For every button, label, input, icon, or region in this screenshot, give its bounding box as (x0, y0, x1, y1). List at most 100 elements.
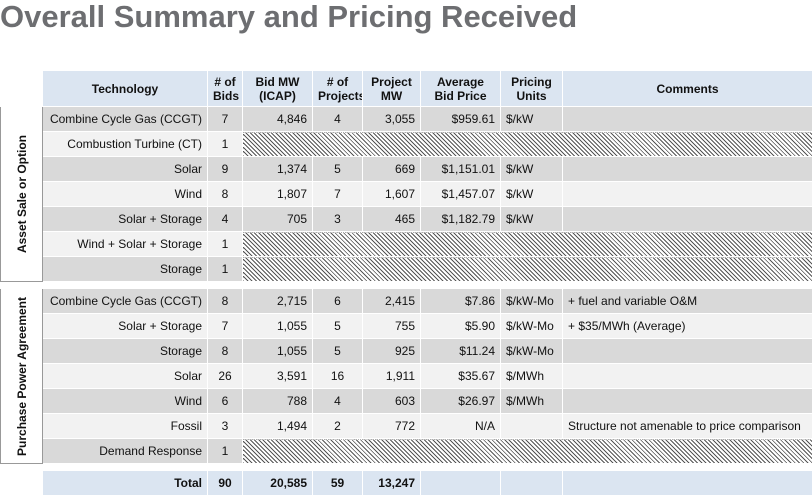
projects-cell: 6 (313, 289, 363, 314)
units-cell: $/kW (501, 207, 563, 232)
total-project-mw-cell: 13,247 (363, 471, 421, 496)
column-header: Bid MW (ICAP) (243, 71, 313, 107)
bids-cell: 8 (208, 182, 243, 207)
project-mw-cell: 1,911 (363, 364, 421, 389)
bid-mw-cell: 1,055 (243, 314, 313, 339)
project-mw-cell: 925 (363, 339, 421, 364)
units-cell: $/kW (501, 157, 563, 182)
price-cell: $1,151.01 (421, 157, 501, 182)
column-header: # of Projects (313, 71, 363, 107)
bids-cell: 6 (208, 389, 243, 414)
spacer-cell (1, 282, 812, 289)
technology-cell: Storage (43, 257, 208, 282)
projects-cell: 3 (313, 207, 363, 232)
total-technology-cell: Total (43, 471, 208, 496)
corner-cell (1, 71, 43, 107)
comment-cell: + fuel and variable O&M (563, 289, 812, 314)
price-cell: $7.86 (421, 289, 501, 314)
bids-cell: 7 (208, 107, 243, 132)
technology-cell: Solar + Storage (43, 314, 208, 339)
units-cell: $/kW-Mo (501, 314, 563, 339)
projects-cell: 4 (313, 107, 363, 132)
comment-cell (563, 339, 812, 364)
comment-cell (563, 107, 812, 132)
total-bid-mw-cell: 20,585 (243, 471, 313, 496)
projects-cell: 5 (313, 339, 363, 364)
total-units-cell (501, 471, 563, 496)
table-row: Combustion Turbine (CT)1 (1, 132, 812, 157)
units-cell: $/kW-Mo (501, 339, 563, 364)
total-comment-cell (563, 471, 812, 496)
technology-cell: Combine Cycle Gas (CCGT) (43, 107, 208, 132)
column-header: Project MW (363, 71, 421, 107)
bid-mw-cell: 1,374 (243, 157, 313, 182)
price-cell: $959.61 (421, 107, 501, 132)
bids-cell: 1 (208, 232, 243, 257)
projects-cell: 16 (313, 364, 363, 389)
project-mw-cell: 465 (363, 207, 421, 232)
bid-mw-cell: 1,055 (243, 339, 313, 364)
units-cell: $/MWh (501, 364, 563, 389)
hatched-cell (243, 439, 812, 464)
projects-cell: 5 (313, 314, 363, 339)
column-header: Pricing Units (501, 71, 563, 107)
projects-cell: 4 (313, 389, 363, 414)
bid-mw-cell: 788 (243, 389, 313, 414)
spacer-row (1, 464, 812, 471)
bids-cell: 7 (208, 314, 243, 339)
price-cell: $5.90 (421, 314, 501, 339)
comment-cell (563, 207, 812, 232)
total-bids-cell: 90 (208, 471, 243, 496)
technology-cell: Solar + Storage (43, 207, 208, 232)
project-mw-cell: 3,055 (363, 107, 421, 132)
units-cell: $/kW-Mo (501, 289, 563, 314)
units-cell: $/MWh (501, 389, 563, 414)
comment-cell: Structure not amenable to price comparis… (563, 414, 812, 439)
technology-cell: Wind (43, 389, 208, 414)
price-cell: $1,182.79 (421, 207, 501, 232)
projects-cell: 5 (313, 157, 363, 182)
hatched-cell (243, 232, 812, 257)
price-cell: N/A (421, 414, 501, 439)
bids-cell: 4 (208, 207, 243, 232)
page-title: Overall Summary and Pricing Received (0, 0, 577, 36)
group-cell: Asset Sale or Option (1, 107, 43, 282)
project-mw-cell: 772 (363, 414, 421, 439)
bids-cell: 3 (208, 414, 243, 439)
group-label: Purchase Power Agreement (15, 297, 29, 456)
column-header: # of Bids (208, 71, 243, 107)
spacer-row (1, 282, 812, 289)
hatched-cell (243, 257, 812, 282)
technology-cell: Wind + Solar + Storage (43, 232, 208, 257)
bid-mw-cell: 1,807 (243, 182, 313, 207)
bid-mw-cell: 3,591 (243, 364, 313, 389)
project-mw-cell: 2,415 (363, 289, 421, 314)
bid-mw-cell: 2,715 (243, 289, 313, 314)
technology-cell: Demand Response (43, 439, 208, 464)
comment-cell (563, 182, 812, 207)
projects-cell: 2 (313, 414, 363, 439)
column-header: Technology (43, 71, 208, 107)
technology-cell: Solar (43, 157, 208, 182)
projects-cell: 7 (313, 182, 363, 207)
bids-cell: 1 (208, 132, 243, 157)
price-cell: $26.97 (421, 389, 501, 414)
column-header: Comments (563, 71, 812, 107)
bids-cell: 8 (208, 339, 243, 364)
price-cell: $35.67 (421, 364, 501, 389)
comment-cell (563, 157, 812, 182)
project-mw-cell: 603 (363, 389, 421, 414)
bids-cell: 1 (208, 257, 243, 282)
